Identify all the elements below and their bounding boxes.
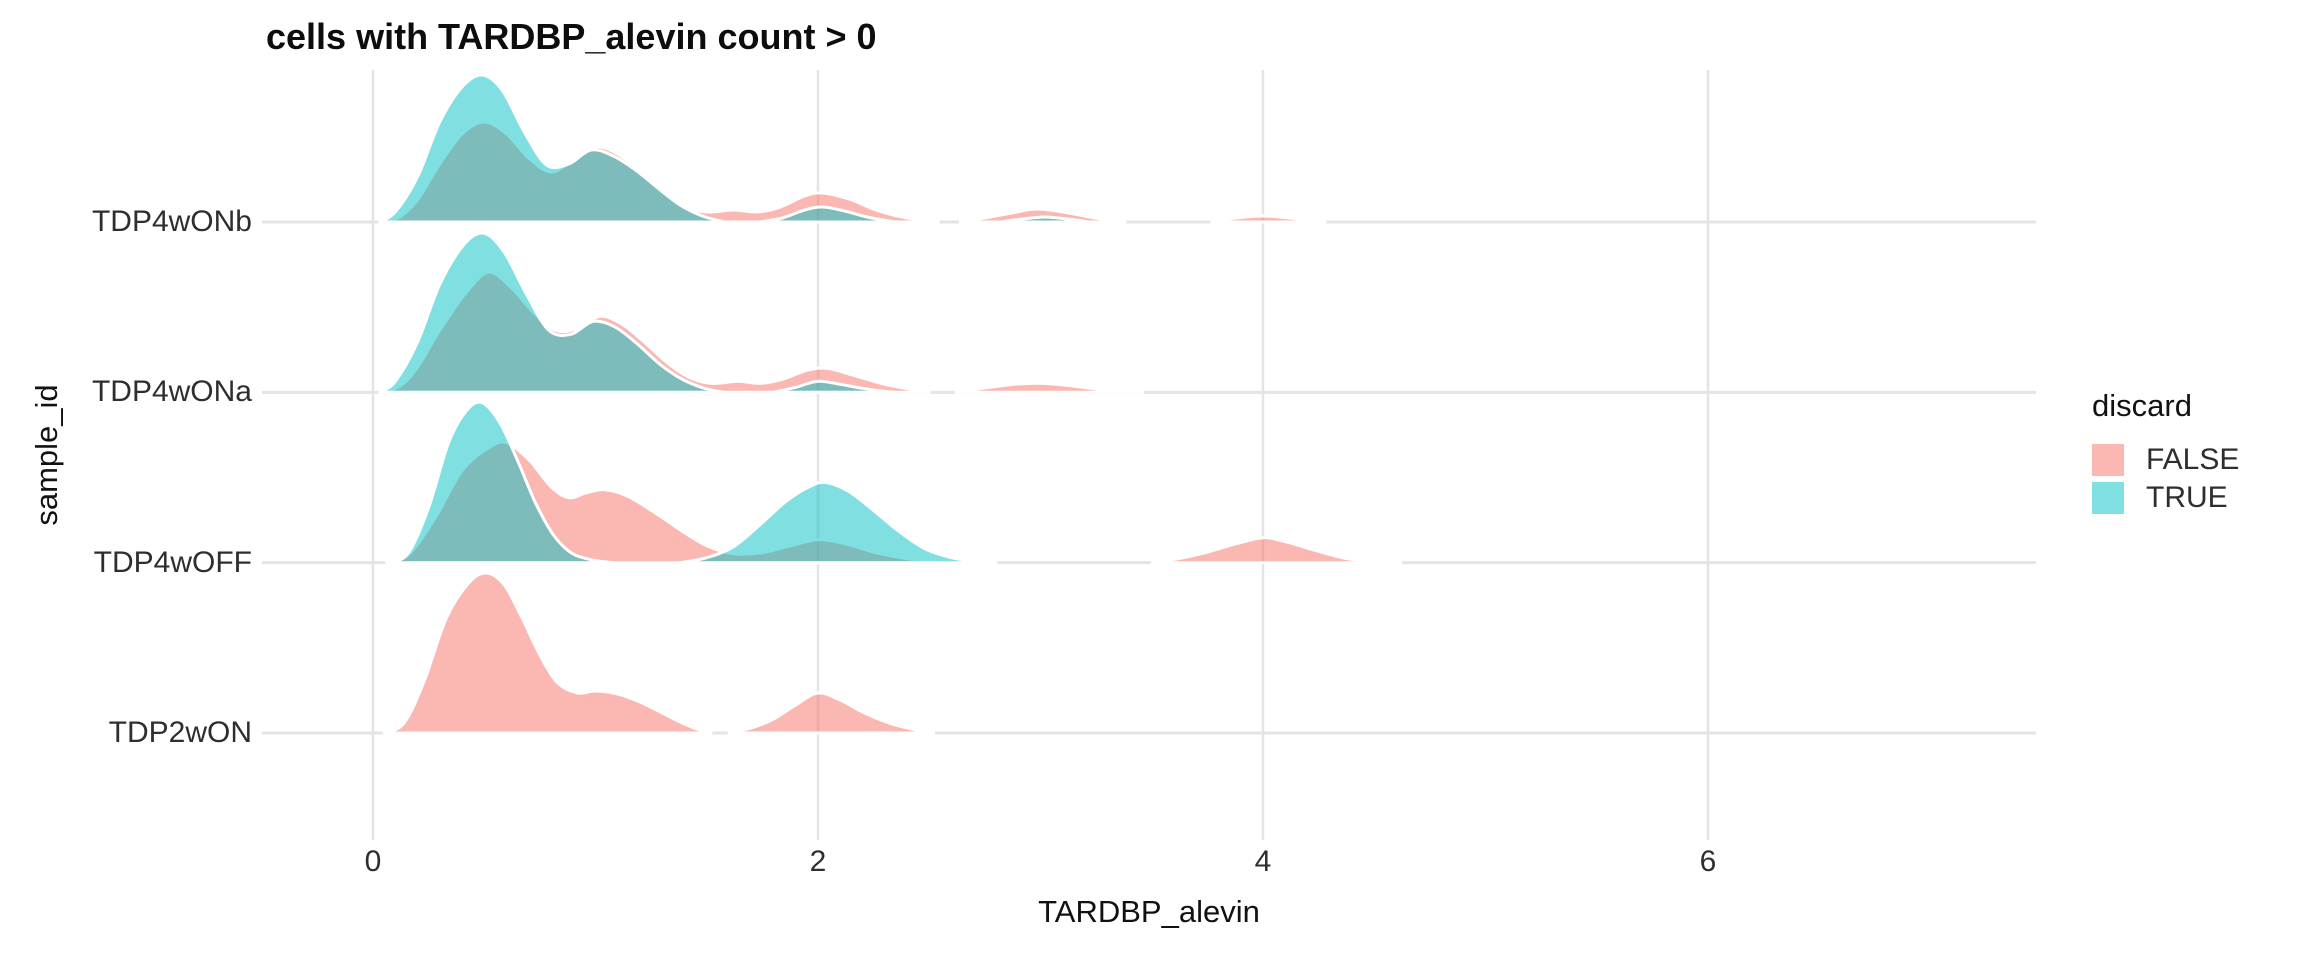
density-TDP4wOFF-TRUE-seg1 (678, 480, 998, 565)
density-TDP2wON-FALSE-seg0 (382, 571, 713, 735)
legend-label-false: FALSE (2146, 443, 2240, 476)
density-TDP4wONb-TRUE-seg1 (758, 205, 900, 224)
plot-title: cells with TARDBP_alevin count > 0 (266, 16, 877, 57)
legend-item-true: TRUE (2092, 481, 2302, 514)
ridge-row-TDP2wON (382, 571, 936, 735)
density-TDP4wONb-FALSE-seg2 (1210, 214, 1327, 224)
density-TDP4wOFF-FALSE-seg1 (1150, 536, 1403, 565)
x-axis-tick-label-6: 6 (1699, 845, 1717, 878)
ridge-row-TDP4wONa (378, 231, 1145, 394)
ridge-row-TDP4wOFF (384, 400, 1403, 565)
legend-swatch-false-icon (2092, 444, 2124, 476)
density-TDP4wONb-TRUE-seg2 (998, 215, 1091, 224)
legend-swatch-true-icon (2092, 482, 2124, 514)
density-TDP4wONb-FALSE-seg1 (958, 207, 1127, 224)
y-axis-label-TDP2wON: TDP2wON (108, 715, 252, 749)
density-TDP2wON-FALSE-seg1 (727, 691, 936, 735)
density-TDP4wONa-TRUE-seg1 (772, 379, 896, 394)
legend-item-false: FALSE (2092, 443, 2302, 476)
x-axis-tick-label-0: 0 (364, 845, 382, 878)
density-TDP4wOFF-TRUE-seg0 (389, 400, 615, 565)
x-axis-tick-label-4: 4 (1254, 845, 1272, 878)
density-TDP4wONa-TRUE-seg0 (378, 231, 726, 394)
legend-label-true: TRUE (2146, 481, 2228, 514)
legend: discard FALSE TRUE (2092, 388, 2302, 520)
legend-title: discard (2092, 388, 2192, 423)
ridge-row-TDP4wONb (378, 73, 1327, 224)
density-TDP4wONa-FALSE-seg1 (954, 381, 1145, 394)
y-axis-label-TDP4wOFF: TDP4wOFF (93, 545, 252, 579)
y-axis-label-TDP4wONb: TDP4wONb (91, 205, 252, 238)
y-axis-label-TDP4wONa: TDP4wONa (91, 375, 252, 409)
density-TDP4wONb-TRUE-seg0 (378, 73, 726, 224)
x-axis-tick-label-2: 2 (809, 845, 827, 878)
x-axis-title: TARDBP_alevin (1038, 894, 1260, 929)
